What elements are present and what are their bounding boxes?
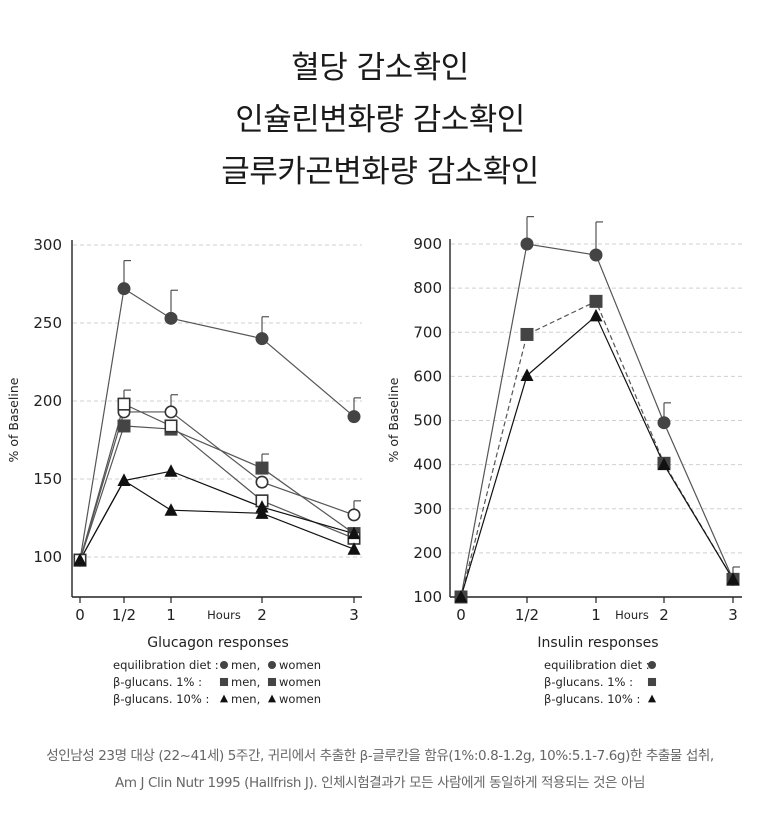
insulin-data-point — [520, 237, 534, 251]
glucagon-data-point — [164, 419, 178, 433]
insulin-data-point — [589, 308, 603, 322]
glucagon-x-axis-label: Hours — [207, 608, 241, 622]
insulin-y-axis-label: % of Baseline — [386, 377, 401, 462]
glucagon-x-tick-label: 3 — [349, 606, 359, 624]
insulin-chart-title: Insulin responses — [537, 635, 658, 651]
insulin-data-point — [589, 248, 603, 262]
footnote-line-1: 성인남성 23명 대상 (22~41세) 5주간, 귀리에서 추출한 β-글루칸… — [46, 748, 714, 764]
glucagon-legend-item: women — [279, 692, 321, 706]
glucagon-data-point — [117, 282, 131, 296]
glucagon-y-tick-label: 250 — [33, 314, 62, 332]
glucagon-data-point — [117, 397, 131, 411]
glucagon-legend-symbol — [219, 677, 229, 687]
insulin-y-tick-label: 400 — [413, 456, 442, 474]
glucagon-data-point — [255, 500, 269, 513]
insulin-legend-symbol — [647, 694, 657, 703]
insulin-legend-symbol — [647, 660, 657, 670]
glucagon-legend-item: men, — [231, 675, 260, 689]
headline-line-3: 글루카곤변화량 감소확인 — [221, 154, 539, 190]
glucagon-data-point — [164, 311, 178, 325]
insulin-x-tick-label: 3 — [728, 606, 738, 624]
glucagon-data-point — [347, 542, 361, 555]
glucagon-y-tick-label: 150 — [33, 470, 62, 488]
glucagon-data-point — [164, 464, 178, 477]
glucagon-y-tick-label: 100 — [33, 548, 62, 566]
glucagon-x-tick-label: 1/2 — [112, 606, 136, 624]
glucagon-legend-label: β-glucans. 10% : — [113, 692, 209, 706]
glucagon-data-point — [347, 526, 361, 540]
glucagon-legend-symbol — [219, 694, 229, 703]
insulin-legend-symbol — [647, 677, 657, 687]
glucagon-data-point — [164, 503, 178, 516]
glucagon-y-tick-label: 200 — [33, 392, 62, 410]
glucagon-legend-item: women — [279, 675, 321, 689]
insulin-x-tick-label: 1/2 — [515, 606, 539, 624]
glucagon-legend-symbol — [267, 694, 277, 703]
headline-line-2: 인슐린변화량 감소확인 — [235, 102, 525, 138]
insulin-legend-label: β-glucans. 10% : — [544, 692, 640, 706]
glucagon-chart-title: Glucagon responses — [147, 635, 289, 651]
insulin-data-point — [589, 294, 603, 308]
glucagon-data-point — [347, 410, 361, 424]
glucagon-legend-item: women — [279, 658, 321, 672]
glucagon-x-tick-label: 0 — [75, 606, 85, 624]
glucagon-data-point — [347, 508, 361, 522]
insulin-x-tick-label: 1 — [591, 606, 601, 624]
glucagon-data-point — [73, 553, 87, 566]
glucagon-data-point — [255, 475, 269, 489]
glucagon-y-tick-label: 300 — [33, 236, 62, 254]
insulin-data-point — [726, 572, 740, 585]
footnote-line-2: Am J Clin Nutr 1995 (Hallfrish J). 인체시험결… — [115, 775, 645, 791]
insulin-data-point — [454, 590, 468, 603]
glucagon-legend-label: equilibration diet : — [113, 658, 219, 672]
insulin-y-tick-label: 300 — [413, 500, 442, 518]
glucagon-series-line — [79, 425, 355, 561]
insulin-legend-label: equilibration diet : — [544, 658, 650, 672]
glucagon-x-tick-label: 2 — [257, 606, 267, 624]
insulin-legend-label: β-glucans. 1% : — [544, 675, 633, 689]
insulin-series-line — [460, 314, 734, 598]
insulin-data-point — [520, 327, 534, 341]
insulin-y-tick-label: 600 — [413, 367, 442, 385]
glucagon-y-axis-label: % of Baseline — [6, 377, 21, 462]
insulin-x-axis-label: Hours — [615, 608, 649, 622]
insulin-data-point — [657, 457, 671, 471]
insulin-y-tick-label: 700 — [413, 323, 442, 341]
insulin-y-tick-label: 800 — [413, 279, 442, 297]
glucagon-data-point — [255, 332, 269, 346]
glucagon-legend-symbol — [267, 677, 277, 687]
insulin-y-tick-label: 500 — [413, 412, 442, 430]
insulin-x-tick-label: 2 — [659, 606, 669, 624]
glucagon-data-point — [164, 405, 178, 419]
glucagon-x-tick-label: 1 — [166, 606, 176, 624]
glucagon-legend-item: men, — [231, 658, 260, 672]
insulin-data-point — [657, 416, 671, 430]
insulin-x-tick-label: 0 — [456, 606, 466, 624]
insulin-data-point — [520, 368, 534, 381]
glucagon-data-point — [255, 461, 269, 475]
glucagon-data-point — [117, 473, 131, 487]
insulin-y-tick-label: 200 — [413, 544, 442, 562]
glucagon-data-point — [117, 419, 131, 433]
glucagon-legend-symbol — [267, 660, 277, 670]
glucagon-series-line — [79, 479, 355, 561]
glucagon-legend-label: β-glucans. 1% : — [113, 675, 202, 689]
insulin-y-tick-label: 100 — [413, 588, 442, 606]
insulin-y-tick-label: 900 — [413, 235, 442, 253]
glucagon-legend-item: men, — [231, 692, 260, 706]
headline-line-1: 혈당 감소확인 — [291, 50, 469, 86]
glucagon-legend-symbol — [219, 660, 229, 670]
